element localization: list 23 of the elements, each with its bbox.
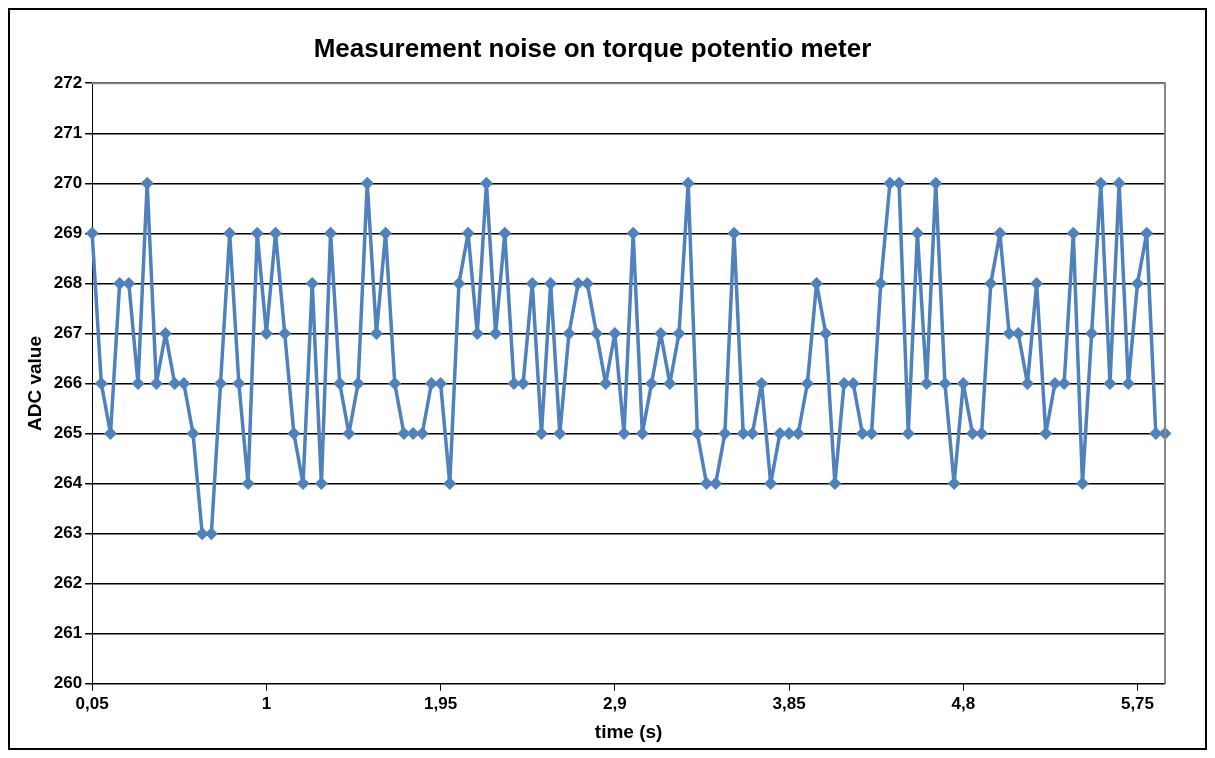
y-tick-label: 268 (53, 273, 83, 293)
x-tick-label: 2,9 (603, 693, 627, 713)
y-tick-label: 270 (53, 172, 83, 192)
y-tick-label: 262 (53, 573, 83, 593)
y-tick-label: 261 (53, 623, 83, 643)
x-axis-title: time (s) (594, 720, 663, 742)
y-tick-label: 269 (53, 223, 83, 243)
y-tick-label: 264 (53, 473, 83, 493)
y-axis-title: ADC value (23, 335, 45, 432)
y-tick-label: 271 (53, 122, 83, 142)
x-tick-label: 1 (261, 693, 272, 713)
x-tick-label: 5,75 (1120, 693, 1155, 713)
x-tick-label: 3,85 (772, 693, 806, 713)
y-tick-label: 272 (53, 72, 83, 92)
y-tick-label: 263 (53, 523, 83, 543)
y-tick-label: 266 (53, 373, 83, 393)
chart-title: Measurement noise on torque potentio meter (313, 32, 872, 63)
x-tick-label: 0,05 (75, 693, 109, 713)
y-tick-label: 267 (53, 323, 83, 343)
y-tick-label: 265 (53, 423, 83, 443)
x-tick-label: 1,95 (424, 693, 458, 713)
y-tick-label: 260 (53, 673, 83, 693)
x-tick-label: 4,8 (951, 693, 976, 713)
